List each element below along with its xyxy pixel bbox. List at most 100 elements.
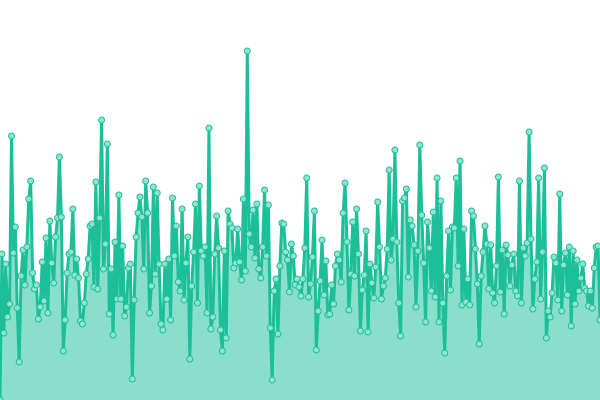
data-point xyxy=(55,153,63,161)
data-point xyxy=(136,193,144,201)
data-point xyxy=(48,259,56,267)
data-point xyxy=(481,222,489,230)
data-point xyxy=(109,331,117,339)
data-point xyxy=(312,346,320,354)
data-point xyxy=(308,253,316,261)
data-point xyxy=(117,295,125,303)
data-point xyxy=(34,315,42,323)
data-point xyxy=(190,248,198,256)
data-point xyxy=(548,289,556,297)
data-point xyxy=(238,276,246,284)
data-point xyxy=(502,241,510,249)
data-point xyxy=(153,189,161,197)
data-point xyxy=(243,47,251,55)
data-point xyxy=(374,198,382,206)
data-point xyxy=(529,305,537,313)
data-point xyxy=(471,245,479,253)
data-point xyxy=(50,279,58,287)
data-point xyxy=(379,282,387,290)
data-point xyxy=(46,217,54,225)
data-point xyxy=(42,234,50,242)
data-point xyxy=(88,220,96,228)
data-point xyxy=(147,282,155,290)
data-point xyxy=(211,250,219,258)
data-point xyxy=(521,252,529,260)
data-point xyxy=(418,211,426,219)
data-point xyxy=(550,253,558,261)
data-point xyxy=(303,174,311,182)
data-point xyxy=(544,307,552,315)
data-point xyxy=(466,301,474,309)
data-point xyxy=(111,238,119,246)
data-point xyxy=(422,318,430,326)
data-point xyxy=(2,260,10,268)
data-point xyxy=(464,275,472,283)
data-point xyxy=(247,243,255,251)
data-point xyxy=(199,252,207,260)
data-point xyxy=(500,310,508,318)
data-point xyxy=(387,256,395,264)
data-point xyxy=(330,300,338,308)
data-point xyxy=(504,251,512,259)
data-point xyxy=(339,209,347,217)
data-point xyxy=(333,250,341,258)
data-point xyxy=(289,252,297,260)
data-point xyxy=(0,329,8,337)
data-point xyxy=(410,241,418,249)
data-point xyxy=(128,375,136,383)
data-point xyxy=(57,213,65,221)
data-point xyxy=(475,340,483,348)
data-point xyxy=(98,116,106,124)
data-point xyxy=(406,216,414,224)
data-point xyxy=(515,177,523,185)
data-point xyxy=(489,289,497,297)
data-point xyxy=(236,258,244,266)
data-point xyxy=(130,296,138,304)
data-point xyxy=(205,124,213,132)
data-point xyxy=(391,146,399,154)
data-point xyxy=(9,249,17,257)
data-point xyxy=(362,227,370,235)
data-point xyxy=(318,236,326,244)
data-point xyxy=(264,201,272,209)
data-point xyxy=(138,213,146,221)
data-point xyxy=(429,208,437,216)
data-point xyxy=(21,281,29,289)
data-point xyxy=(280,220,288,228)
data-point xyxy=(262,252,270,260)
data-point xyxy=(268,376,276,384)
data-point xyxy=(146,309,154,317)
data-point xyxy=(163,295,171,303)
data-point xyxy=(573,256,581,264)
data-point xyxy=(92,178,100,186)
data-point xyxy=(274,330,282,338)
data-point xyxy=(253,200,261,208)
data-point xyxy=(441,349,449,357)
data-point xyxy=(73,255,81,263)
data-point xyxy=(337,278,345,286)
data-point xyxy=(443,272,451,280)
data-point xyxy=(126,260,134,268)
data-point xyxy=(341,179,349,187)
data-point xyxy=(75,274,83,282)
data-point xyxy=(305,293,313,301)
data-point xyxy=(284,256,292,264)
data-point xyxy=(0,396,4,400)
data-point xyxy=(184,233,192,241)
data-point xyxy=(15,358,23,366)
data-point xyxy=(596,316,600,324)
data-point xyxy=(435,318,443,326)
data-point xyxy=(567,322,575,330)
data-point xyxy=(377,295,385,303)
data-point xyxy=(510,250,518,258)
data-point xyxy=(577,274,585,282)
data-point xyxy=(558,307,566,315)
data-point xyxy=(105,310,113,318)
data-point xyxy=(416,141,424,149)
data-point xyxy=(132,233,140,241)
data-point xyxy=(119,242,127,250)
data-point xyxy=(69,205,77,213)
data-point xyxy=(270,287,278,295)
data-point xyxy=(174,278,182,286)
data-point xyxy=(172,222,180,230)
